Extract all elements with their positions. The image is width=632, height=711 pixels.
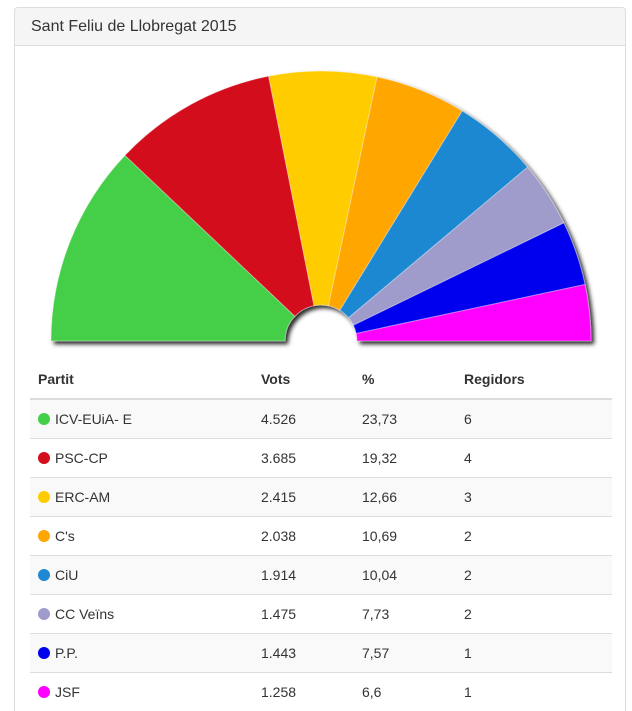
seats-cell: 1 — [456, 673, 612, 711]
header-party: Partit — [30, 360, 253, 399]
party-name: ICV-EUiA- E — [55, 411, 132, 427]
results-panel: Sant Feliu de Llobregat 2015 Partit Vots… — [14, 7, 626, 711]
votes-cell: 3.685 — [253, 439, 354, 478]
party-name: P.P. — [55, 645, 78, 661]
pct-cell: 7,57 — [354, 634, 456, 673]
party-color-dot — [38, 491, 50, 503]
hemicycle-svg — [15, 46, 625, 356]
pct-cell: 7,73 — [354, 595, 456, 634]
votes-cell: 1.914 — [253, 556, 354, 595]
party-name: JSF — [55, 684, 80, 700]
party-cell: CiU — [30, 556, 253, 595]
party-cell: P.P. — [30, 634, 253, 673]
seats-cell: 2 — [456, 556, 612, 595]
seats-cell: 4 — [456, 439, 612, 478]
seats-cell: 2 — [456, 595, 612, 634]
pct-cell: 10,04 — [354, 556, 456, 595]
hemicycle-chart — [15, 46, 625, 356]
votes-cell: 2.038 — [253, 517, 354, 556]
party-name: ERC-AM — [55, 489, 110, 505]
party-color-dot — [38, 647, 50, 659]
party-color-dot — [38, 569, 50, 581]
votes-cell: 4.526 — [253, 399, 354, 439]
party-color-dot — [38, 686, 50, 698]
party-color-dot — [38, 608, 50, 620]
seats-cell: 6 — [456, 399, 612, 439]
party-cell: ICV-EUiA- E — [30, 399, 253, 439]
party-color-dot — [38, 413, 50, 425]
pct-cell: 12,66 — [354, 478, 456, 517]
pct-cell: 23,73 — [354, 399, 456, 439]
party-name: C's — [55, 528, 75, 544]
header-pct: % — [354, 360, 456, 399]
party-cell: PSC-CP — [30, 439, 253, 478]
seats-cell: 2 — [456, 517, 612, 556]
party-color-dot — [38, 452, 50, 464]
party-name: CC Veïns — [55, 606, 114, 622]
header-seats: Regidors — [456, 360, 612, 399]
party-cell: CC Veïns — [30, 595, 253, 634]
party-color-dot — [38, 530, 50, 542]
votes-cell: 1.475 — [253, 595, 354, 634]
pct-cell: 10,69 — [354, 517, 456, 556]
party-cell: ERC-AM — [30, 478, 253, 517]
hemicycle-slices — [51, 71, 591, 341]
party-cell: C's — [30, 517, 253, 556]
party-cell: JSF — [30, 673, 253, 711]
seats-cell: 3 — [456, 478, 612, 517]
header-votes: Vots — [253, 360, 354, 399]
party-name: PSC-CP — [55, 450, 108, 466]
pct-cell: 6,6 — [354, 673, 456, 711]
pct-cell: 19,32 — [354, 439, 456, 478]
seats-cell: 1 — [456, 634, 612, 673]
votes-cell: 2.415 — [253, 478, 354, 517]
party-name: CiU — [55, 567, 78, 583]
votes-cell: 1.258 — [253, 673, 354, 711]
panel-title: Sant Feliu de Llobregat 2015 — [15, 8, 625, 46]
table-header-row: Partit Vots % Regidors — [30, 360, 612, 399]
votes-cell: 1.443 — [253, 634, 354, 673]
